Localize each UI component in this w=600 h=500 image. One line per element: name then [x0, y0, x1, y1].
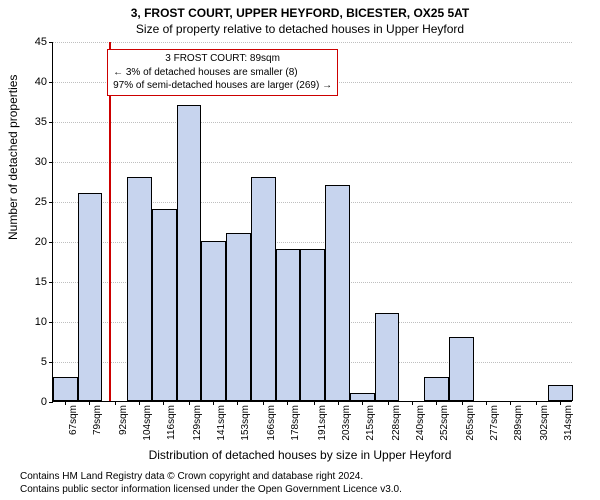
- xtick-mark: [436, 401, 437, 405]
- grid-line: [53, 162, 572, 163]
- ytick-mark: [49, 402, 53, 403]
- xtick-mark: [115, 401, 116, 405]
- ytick-label: 0: [41, 396, 47, 408]
- xtick-label: 191sqm: [317, 405, 328, 441]
- xtick-label: 166sqm: [266, 405, 277, 441]
- annotation-line: ← 3% of detached houses are smaller (8): [113, 66, 332, 80]
- ytick-mark: [49, 322, 53, 323]
- histogram-bar: [350, 393, 375, 401]
- ytick-label: 10: [35, 316, 47, 328]
- histogram-bar: [251, 177, 276, 401]
- xtick-label: 203sqm: [341, 405, 352, 441]
- histogram-bar: [375, 313, 400, 401]
- ytick-label: 5: [41, 356, 47, 368]
- xtick-mark: [560, 401, 561, 405]
- xtick-mark: [65, 401, 66, 405]
- ytick-mark: [49, 42, 53, 43]
- ytick-mark: [49, 122, 53, 123]
- xtick-label: 215sqm: [365, 405, 376, 441]
- histogram-bar: [78, 193, 103, 401]
- footnote-line-1: Contains HM Land Registry data © Crown c…: [20, 470, 402, 483]
- ytick-mark: [49, 242, 53, 243]
- xtick-mark: [89, 401, 90, 405]
- xtick-mark: [388, 401, 389, 405]
- x-axis-label: Distribution of detached houses by size …: [0, 448, 600, 462]
- xtick-mark: [263, 401, 264, 405]
- xtick-label: 129sqm: [192, 405, 203, 441]
- histogram-bar: [424, 377, 449, 401]
- xtick-mark: [412, 401, 413, 405]
- xtick-mark: [462, 401, 463, 405]
- y-axis-label: Number of detached properties: [6, 75, 20, 240]
- ytick-label: 30: [35, 156, 47, 168]
- xtick-label: 302sqm: [539, 405, 550, 441]
- ytick-mark: [49, 282, 53, 283]
- plot-area: 05101520253035404567sqm79sqm92sqm104sqm1…: [52, 42, 572, 402]
- xtick-label: 240sqm: [415, 405, 426, 441]
- grid-line: [53, 122, 572, 123]
- xtick-mark: [139, 401, 140, 405]
- xtick-label: 92sqm: [118, 405, 129, 435]
- ytick-label: 35: [35, 116, 47, 128]
- chart-title-main: 3, FROST COURT, UPPER HEYFORD, BICESTER,…: [0, 6, 600, 20]
- ytick-mark: [49, 82, 53, 83]
- xtick-label: 116sqm: [166, 405, 177, 440]
- xtick-label: 277sqm: [489, 405, 500, 441]
- xtick-label: 104sqm: [142, 405, 153, 441]
- xtick-label: 252sqm: [439, 405, 450, 441]
- histogram-bar: [127, 177, 152, 401]
- footnote: Contains HM Land Registry data © Crown c…: [20, 470, 402, 496]
- xtick-label: 289sqm: [513, 405, 524, 441]
- histogram-bar: [449, 337, 474, 401]
- xtick-mark: [510, 401, 511, 405]
- histogram-bar: [548, 385, 573, 401]
- xtick-mark: [314, 401, 315, 405]
- xtick-mark: [362, 401, 363, 405]
- xtick-mark: [338, 401, 339, 405]
- footnote-line-2: Contains public sector information licen…: [20, 483, 402, 496]
- chart-title-sub: Size of property relative to detached ho…: [0, 22, 600, 36]
- xtick-label: 228sqm: [391, 405, 402, 441]
- reference-line: [109, 42, 111, 401]
- ytick-mark: [49, 202, 53, 203]
- ytick-mark: [49, 362, 53, 363]
- xtick-label: 265sqm: [465, 405, 476, 441]
- histogram-bar: [325, 185, 350, 401]
- histogram-bar: [300, 249, 325, 401]
- ytick-label: 20: [35, 236, 47, 248]
- histogram-bar: [53, 377, 78, 401]
- histogram-bar: [177, 105, 202, 401]
- xtick-label: 141sqm: [216, 405, 227, 441]
- xtick-label: 67sqm: [68, 405, 79, 435]
- histogram-bar: [276, 249, 301, 401]
- ytick-label: 40: [35, 76, 47, 88]
- xtick-mark: [287, 401, 288, 405]
- xtick-label: 314sqm: [563, 405, 574, 441]
- plot-inner: 05101520253035404567sqm79sqm92sqm104sqm1…: [52, 42, 572, 402]
- histogram-bar: [201, 241, 226, 401]
- ytick-mark: [49, 162, 53, 163]
- xtick-label: 178sqm: [290, 405, 301, 441]
- grid-line: [53, 42, 572, 43]
- xtick-mark: [213, 401, 214, 405]
- xtick-mark: [536, 401, 537, 405]
- xtick-mark: [486, 401, 487, 405]
- annotation-box: 3 FROST COURT: 89sqm← 3% of detached hou…: [107, 49, 338, 96]
- xtick-mark: [163, 401, 164, 405]
- ytick-label: 25: [35, 196, 47, 208]
- annotation-line: 97% of semi-detached houses are larger (…: [113, 79, 332, 93]
- histogram-bar: [152, 209, 177, 401]
- annotation-line: 3 FROST COURT: 89sqm: [113, 52, 332, 66]
- xtick-mark: [237, 401, 238, 405]
- xtick-label: 153sqm: [240, 405, 251, 441]
- xtick-label: 79sqm: [92, 405, 103, 435]
- ytick-label: 45: [35, 36, 47, 48]
- ytick-label: 15: [35, 276, 47, 288]
- xtick-mark: [189, 401, 190, 405]
- histogram-bar: [226, 233, 251, 401]
